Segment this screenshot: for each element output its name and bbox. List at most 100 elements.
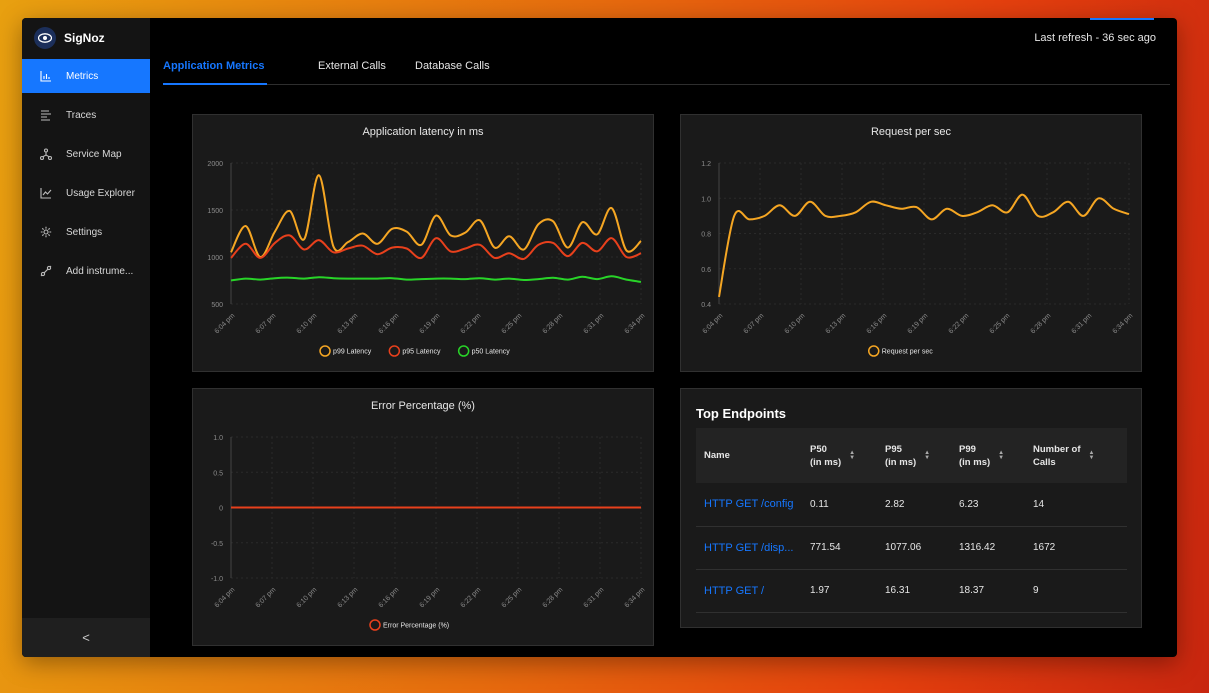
top-endpoints-title: Top Endpoints <box>696 406 787 421</box>
x-tick-label: 6:07 pm <box>255 586 278 609</box>
series-line <box>718 193 1130 298</box>
app-name: SigNoz <box>64 31 105 45</box>
sidebar-item-metrics[interactable]: Metrics <box>22 59 150 93</box>
column-header-name[interactable]: Name <box>704 450 730 461</box>
table-row: HTTP GET /config 0.11 2.82 6.23 14 <box>696 483 1127 526</box>
legend-marker <box>319 345 331 357</box>
chart-title: Request per sec <box>870 126 952 138</box>
service-map-icon <box>40 148 52 160</box>
tab-external-calls[interactable]: External Calls <box>318 60 386 72</box>
column-header-p50[interactable]: P50 (in ms) ▲ ▼ <box>810 443 856 468</box>
y-tick-label: 1000 <box>207 255 223 262</box>
endpoint-link[interactable]: HTTP GET /disp... <box>704 541 794 554</box>
legend-label: Request per sec <box>882 349 933 356</box>
chevron-left-icon: < <box>82 630 90 645</box>
sidebar-item-add-instrumentation[interactable]: Add instrume... <box>22 254 150 288</box>
x-tick-label: 6:28 pm <box>542 312 565 335</box>
x-tick-label: 6:16 pm <box>378 586 401 609</box>
latency-chart: 2000 1500 1000 500 6:04 pm 6:07 pm 6:10 pm 6:13… <box>207 161 647 357</box>
x-tick-label: 6:07 pm <box>255 312 278 335</box>
sidebar-item-settings[interactable]: Settings <box>22 215 150 249</box>
legend-label: p95 Latency <box>402 349 441 356</box>
p99-cell: 1316.42 <box>959 542 996 553</box>
x-tick-label: 6:22 pm <box>460 586 483 609</box>
x-tick-label: 6:19 pm <box>419 586 442 609</box>
x-tick-label: 6:22 pm <box>460 312 483 335</box>
x-tick-label: 6:16 pm <box>378 312 401 335</box>
top-endpoints-table: Name P50 (in ms) ▲ ▼ P95 (in ms) ▲ ▼ P99 (in ms… <box>696 428 1127 613</box>
legend-marker <box>388 345 401 357</box>
x-tick-label: 6:04 pm <box>214 586 237 609</box>
legend-label: p50 Latency <box>472 349 511 356</box>
app-window: SigNoz Metrics Traces Service Map <box>22 18 1177 657</box>
sidebar-item-usage-explorer[interactable]: Usage Explorer <box>22 176 150 210</box>
requests-chart-panel: Request per sec 1.2 1.0 0.8 0.6 0.4 6:04 pm 6:… <box>680 114 1142 372</box>
x-tick-label: 6:07 pm <box>743 312 766 335</box>
sort-icon[interactable]: ▲ ▼ <box>1088 449 1095 461</box>
y-tick-label: 2000 <box>207 161 223 168</box>
sidebar-item-traces[interactable]: Traces <box>22 98 150 132</box>
x-tick-label: 6:31 pm <box>1071 312 1094 335</box>
column-header-calls[interactable]: Number of Calls ▲ ▼ <box>1033 443 1095 468</box>
x-tick-label: 6:04 pm <box>214 312 237 335</box>
logo[interactable]: SigNoz <box>22 18 150 58</box>
x-tick-label: 6:10 pm <box>784 312 807 335</box>
x-tick-label: 6:04 pm <box>702 312 725 335</box>
y-tick-label: 0.6 <box>701 267 711 274</box>
metrics-tabs: Application Metrics External Calls Datab… <box>163 60 1170 85</box>
p95-cell: 1077.06 <box>885 542 922 553</box>
column-header-p95[interactable]: P95 (in ms) ▲ ▼ <box>885 443 931 468</box>
sort-icon[interactable]: ▲ ▼ <box>998 449 1005 461</box>
sidebar-nav: Metrics Traces Service Map Usage Explore… <box>22 59 150 293</box>
gear-icon <box>40 226 52 238</box>
endpoint-link[interactable]: HTTP GET / <box>704 584 765 597</box>
sort-icon[interactable]: ▲ ▼ <box>924 449 931 461</box>
p50-cell: 0.11 <box>810 498 829 510</box>
refresh-indicator <box>1090 18 1154 20</box>
endpoint-link[interactable]: HTTP GET /config <box>704 498 794 511</box>
y-tick-label: 500 <box>211 302 223 309</box>
p95-cell: 2.82 <box>885 498 905 510</box>
x-tick-label: 6:34 pm <box>1112 312 1135 335</box>
tab-application-metrics[interactable]: Application Metrics <box>163 60 265 72</box>
sidebar-item-label: Usage Explorer <box>66 187 135 199</box>
table-row: HTTP GET / 1.97 16.31 18.37 9 <box>696 569 1127 612</box>
last-refresh-text: Last refresh - 36 sec ago <box>1034 32 1156 44</box>
p99-cell: 6.23 <box>959 498 979 510</box>
x-tick-label: 6:22 pm <box>948 312 971 335</box>
x-tick-label: 6:13 pm <box>825 312 848 335</box>
api-icon <box>40 265 52 277</box>
sidebar-item-label: Traces <box>66 109 97 121</box>
eye-logo-icon <box>34 27 56 49</box>
latency-chart-panel: Application latency in ms 2000 1500 1000 50… <box>192 114 654 372</box>
p99-cell: 18.37 <box>959 585 985 596</box>
sidebar-collapse-button[interactable]: < <box>22 618 150 657</box>
sidebar-item-label: Settings <box>66 226 103 238</box>
series-line <box>230 275 642 283</box>
error-chart: 1.0 0.5 0 -0.5 -1.0 6:04 pm 6:07 pm 6:10 pm 6:13… <box>211 435 647 631</box>
column-header-p99[interactable]: P99 (in ms) ▲ ▼ <box>959 443 1005 468</box>
legend-marker <box>868 345 880 357</box>
legend-label: Error Percentage (%) <box>383 623 449 630</box>
x-tick-label: 6:34 pm <box>624 586 647 609</box>
x-tick-label: 6:34 pm <box>624 312 647 335</box>
x-tick-label: 6:31 pm <box>583 312 606 335</box>
y-tick-label: -0.5 <box>211 541 223 548</box>
p50-cell: 771.54 <box>810 542 841 553</box>
legend-label: p99 Latency <box>333 349 372 356</box>
chart-title: Application latency in ms <box>362 126 484 138</box>
tab-database-calls[interactable]: Database Calls <box>415 60 490 72</box>
y-tick-label: 0.8 <box>701 232 711 239</box>
legend-marker <box>369 619 381 631</box>
top-endpoints-panel: Top Endpoints Name P50 (in ms) ▲ ▼ P95 (in m… <box>680 388 1142 628</box>
table-row: HTTP GET /disp... 771.54 1077.06 1316.42… <box>696 526 1127 569</box>
sidebar-item-service-map[interactable]: Service Map <box>22 137 150 171</box>
calls-cell: 1672 <box>1033 542 1056 553</box>
y-tick-label: 0.4 <box>701 302 711 309</box>
x-tick-label: 6:28 pm <box>1030 312 1053 335</box>
main-content: Last refresh - 36 sec ago Application Me… <box>150 18 1177 657</box>
calls-cell: 9 <box>1033 585 1039 596</box>
sort-icon[interactable]: ▲ ▼ <box>849 449 856 461</box>
traces-icon <box>40 109 52 121</box>
x-tick-label: 6:13 pm <box>337 312 360 335</box>
